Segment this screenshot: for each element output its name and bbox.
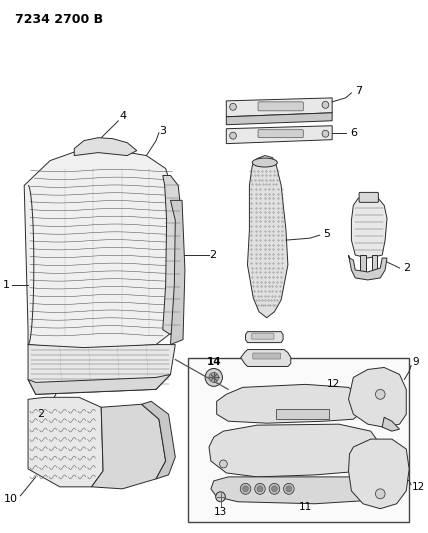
Bar xyxy=(188,358,409,522)
Polygon shape xyxy=(351,196,387,258)
Bar xyxy=(372,255,377,277)
Polygon shape xyxy=(226,113,332,125)
Text: 10: 10 xyxy=(3,494,18,504)
Polygon shape xyxy=(348,367,406,427)
Polygon shape xyxy=(348,255,387,280)
Bar xyxy=(276,409,329,419)
Text: 2: 2 xyxy=(403,263,410,273)
Polygon shape xyxy=(209,424,382,477)
Polygon shape xyxy=(74,138,137,156)
Polygon shape xyxy=(382,417,399,431)
Circle shape xyxy=(375,489,385,499)
Polygon shape xyxy=(226,98,332,117)
Circle shape xyxy=(322,130,329,137)
Polygon shape xyxy=(348,439,409,508)
Polygon shape xyxy=(28,375,170,394)
Polygon shape xyxy=(226,126,332,144)
Polygon shape xyxy=(24,149,180,350)
Circle shape xyxy=(322,101,329,108)
Circle shape xyxy=(240,483,251,494)
Circle shape xyxy=(375,389,385,399)
Text: 3: 3 xyxy=(159,126,166,136)
FancyBboxPatch shape xyxy=(258,102,303,111)
Polygon shape xyxy=(163,175,182,335)
Circle shape xyxy=(269,483,280,494)
Ellipse shape xyxy=(252,158,277,167)
FancyBboxPatch shape xyxy=(359,192,378,203)
Text: 2: 2 xyxy=(37,409,44,419)
Text: 5: 5 xyxy=(324,229,330,239)
Circle shape xyxy=(286,486,292,492)
FancyBboxPatch shape xyxy=(252,333,274,339)
Text: 7234 2700 B: 7234 2700 B xyxy=(15,13,103,26)
Circle shape xyxy=(209,373,219,382)
Text: 13: 13 xyxy=(214,507,227,516)
Polygon shape xyxy=(142,401,175,479)
FancyBboxPatch shape xyxy=(258,130,303,138)
Circle shape xyxy=(271,486,277,492)
Text: 4: 4 xyxy=(120,111,127,121)
Polygon shape xyxy=(246,332,283,343)
Circle shape xyxy=(257,486,263,492)
Text: 9: 9 xyxy=(412,358,419,367)
Text: 2: 2 xyxy=(209,250,217,260)
FancyBboxPatch shape xyxy=(253,353,281,359)
Text: 12: 12 xyxy=(412,482,425,492)
Text: 6: 6 xyxy=(351,128,357,138)
Circle shape xyxy=(220,460,227,468)
Circle shape xyxy=(284,483,294,494)
Polygon shape xyxy=(28,345,175,394)
Text: 1: 1 xyxy=(3,280,10,290)
Circle shape xyxy=(255,483,265,494)
Bar xyxy=(360,255,366,277)
Circle shape xyxy=(243,486,248,492)
Polygon shape xyxy=(247,156,288,318)
Polygon shape xyxy=(170,200,185,345)
Polygon shape xyxy=(211,477,371,504)
Text: 7: 7 xyxy=(355,86,363,96)
Polygon shape xyxy=(28,397,103,487)
Circle shape xyxy=(230,132,236,139)
Text: 8: 8 xyxy=(242,399,249,409)
Text: 14: 14 xyxy=(206,358,221,367)
Polygon shape xyxy=(92,404,166,489)
Text: 11: 11 xyxy=(299,502,312,512)
Circle shape xyxy=(205,368,223,386)
Circle shape xyxy=(216,492,225,502)
Polygon shape xyxy=(241,350,291,367)
Text: 12: 12 xyxy=(327,379,340,390)
Polygon shape xyxy=(217,384,363,423)
Circle shape xyxy=(230,103,236,110)
